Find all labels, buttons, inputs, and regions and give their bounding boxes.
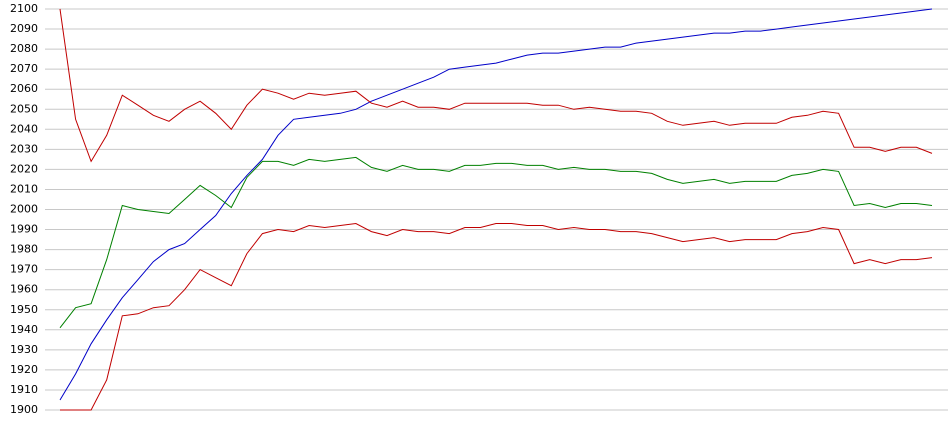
y-tick-label: 2050	[10, 102, 38, 115]
y-tick-label: 2080	[10, 42, 38, 55]
series-line	[59, 156, 933, 329]
y-tick-label: 2030	[10, 142, 38, 155]
y-tick-label: 2060	[10, 82, 38, 95]
y-tick-label: 1920	[10, 363, 38, 376]
y-tick-label: 1900	[10, 403, 38, 416]
y-tick-label: 2020	[10, 162, 38, 175]
series-line	[59, 8, 933, 163]
y-tick-label: 1980	[10, 243, 38, 256]
y-tick-label: 1950	[10, 303, 38, 316]
series-line	[60, 222, 933, 411]
series-line	[59, 8, 933, 401]
y-tick-label: 2040	[10, 122, 38, 135]
y-tick-label: 1910	[10, 383, 38, 396]
y-tick-label: 2100	[10, 2, 38, 15]
y-tick-label: 2090	[10, 22, 38, 35]
y-tick-label: 1990	[10, 223, 38, 236]
y-tick-label: 1940	[10, 323, 38, 336]
y-tick-label: 2010	[10, 182, 38, 195]
y-tick-label: 1960	[10, 283, 38, 296]
y-tick-label: 1970	[10, 263, 38, 276]
y-tick-label: 2000	[10, 203, 38, 216]
y-tick-label: 1930	[10, 343, 38, 356]
y-tick-label: 2070	[10, 62, 38, 75]
